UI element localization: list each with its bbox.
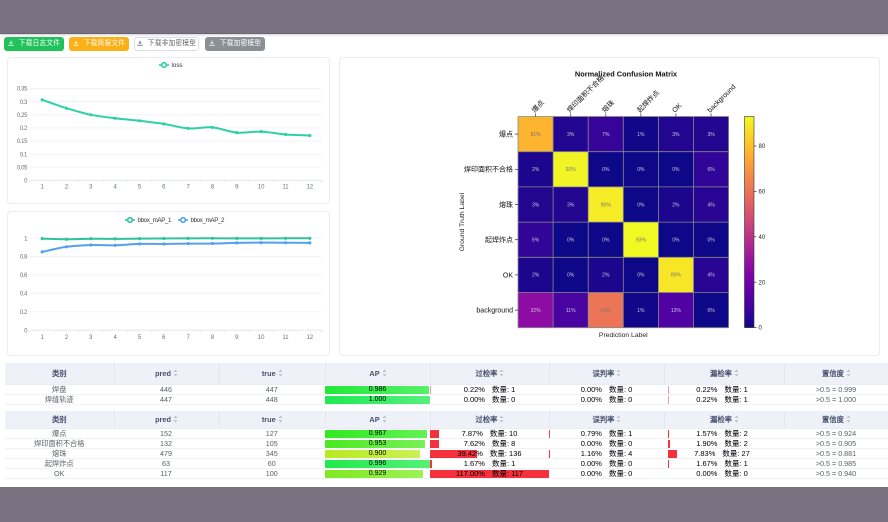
svg-text:bbox_mAP_1: bbox_mAP_1 [138,217,173,224]
svg-text:1%: 1% [637,132,645,138]
svg-text:background: background [476,308,513,315]
svg-text:0.3: 0.3 [20,100,28,106]
svg-text:0%: 0% [602,238,610,244]
svg-text:0.2: 0.2 [20,126,28,132]
svg-text:3%: 3% [707,132,715,138]
svg-text:0.25: 0.25 [17,113,28,119]
svg-text:0.4: 0.4 [20,292,28,298]
svg-text:0.6: 0.6 [20,273,28,279]
svg-text:熔珠: 熔珠 [499,200,513,209]
svg-text:4%: 4% [707,273,715,279]
svg-text:6%: 6% [707,167,715,173]
svg-text:2%: 2% [532,167,540,173]
svg-text:bbox_mAP_2: bbox_mAP_2 [191,217,226,224]
svg-text:32%: 32% [531,308,542,314]
svg-text:4%: 4% [707,202,715,208]
svg-text:2%: 2% [532,273,540,279]
svg-text:61%: 61% [601,308,612,314]
svg-text:40: 40 [759,235,766,241]
svg-text:1: 1 [41,335,45,341]
svg-text:90%: 90% [601,202,612,208]
svg-text:0%: 0% [672,167,680,173]
svg-text:7%: 7% [602,132,610,138]
svg-text:0.8: 0.8 [20,255,28,261]
svg-text:3: 3 [89,335,93,341]
svg-text:2%: 2% [602,273,610,279]
svg-text:80: 80 [759,144,766,150]
svg-text:0%: 0% [637,202,645,208]
svg-text:60: 60 [759,190,766,196]
svg-text:13%: 13% [671,308,682,314]
svg-text:熔珠: 熔珠 [600,98,616,114]
svg-text:OK: OK [671,102,683,114]
svg-text:8: 8 [211,185,215,191]
svg-text:焊印面积不合格: 焊印面积不合格 [464,165,513,174]
svg-text:9: 9 [235,185,239,191]
svg-text:2: 2 [65,335,69,341]
svg-text:Prediction Label: Prediction Label [599,332,648,339]
svg-text:4: 4 [114,185,118,191]
svg-text:20: 20 [759,280,766,286]
svg-text:Normalized Confusion Matrix: Normalized Confusion Matrix [575,70,678,79]
svg-text:6%: 6% [532,238,540,244]
svg-text:OK: OK [503,272,513,279]
svg-text:爆点: 爆点 [530,98,546,114]
svg-text:0.15: 0.15 [17,139,28,145]
svg-text:3%: 3% [532,202,540,208]
svg-text:7: 7 [187,335,191,341]
svg-text:9: 9 [235,335,239,341]
svg-text:0: 0 [24,179,28,185]
svg-text:0%: 0% [567,273,575,279]
svg-text:12: 12 [306,185,313,191]
svg-text:0.35: 0.35 [17,87,28,93]
svg-text:3%: 3% [672,132,680,138]
svg-text:3: 3 [89,185,93,191]
svg-text:1: 1 [24,236,28,242]
svg-text:0%: 0% [637,273,645,279]
svg-text:2%: 2% [672,202,680,208]
svg-text:0.1: 0.1 [20,152,28,158]
svg-text:起焊炸点: 起焊炸点 [635,88,661,114]
svg-text:loss: loss [172,62,183,69]
svg-text:7: 7 [187,185,191,191]
svg-text:0: 0 [24,328,28,334]
svg-text:11: 11 [282,185,289,191]
svg-text:0.05: 0.05 [17,166,28,172]
svg-text:焊印面积不合格: 焊印面积不合格 [565,73,606,114]
svg-text:3%: 3% [567,132,575,138]
svg-text:11: 11 [282,335,289,341]
svg-text:0%: 0% [637,167,645,173]
svg-text:12: 12 [306,335,313,341]
svg-text:10: 10 [258,185,265,191]
svg-text:89%: 89% [671,273,682,279]
svg-text:8: 8 [211,335,215,341]
svg-text:0%: 0% [707,238,715,244]
svg-text:起焊炸点: 起焊炸点 [485,235,513,244]
svg-text:5: 5 [138,335,142,341]
svg-text:2: 2 [65,185,69,191]
svg-text:93%: 93% [636,238,647,244]
svg-text:81%: 81% [531,132,542,138]
svg-text:Ground Truth Label: Ground Truth Label [459,192,466,251]
svg-text:0%: 0% [672,238,680,244]
svg-text:爆点: 爆点 [499,130,513,139]
svg-text:3%: 3% [567,202,575,208]
svg-text:92%: 92% [566,167,577,173]
svg-text:1%: 1% [637,308,645,314]
svg-text:0.2: 0.2 [20,310,28,316]
svg-text:0%: 0% [567,238,575,244]
svg-text:0%: 0% [602,167,610,173]
svg-text:4: 4 [114,335,118,341]
svg-text:1: 1 [41,185,45,191]
svg-text:10: 10 [258,335,265,341]
svg-text:0: 0 [759,326,763,332]
svg-text:0%: 0% [707,308,715,314]
svg-text:11%: 11% [566,308,576,314]
svg-text:6: 6 [162,185,166,191]
svg-text:5: 5 [138,185,142,191]
svg-text:background: background [707,84,738,115]
svg-text:6: 6 [162,335,166,341]
